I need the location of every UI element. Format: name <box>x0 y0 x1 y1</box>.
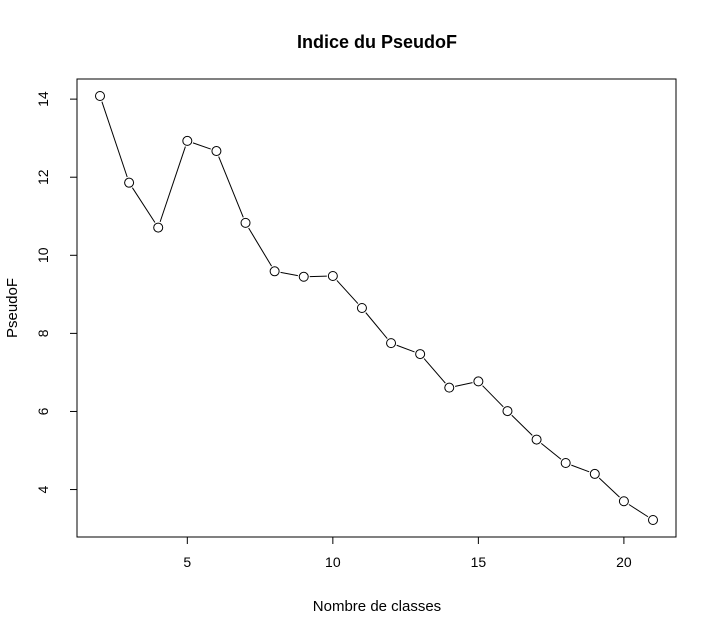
data-point <box>298 271 309 282</box>
x-axis-label: Nombre de classes <box>313 598 441 615</box>
series-line-segment <box>218 156 244 218</box>
x-tick-label: 20 <box>616 554 632 570</box>
series-line-segment <box>336 280 359 304</box>
y-axis-label: PseudoF <box>4 278 21 338</box>
x-tick-label: 15 <box>471 554 487 570</box>
data-point <box>269 266 280 277</box>
chart-title: Indice du PseudoF <box>297 32 457 52</box>
series-line-segment <box>511 414 533 436</box>
series-line-segment <box>628 504 649 518</box>
series-line-segment <box>101 101 128 178</box>
data-point <box>153 222 164 233</box>
y-axis: 4 6 8 10 12 14 <box>35 91 78 493</box>
data-point <box>560 457 571 468</box>
data-point <box>618 496 629 507</box>
data-point <box>473 376 484 387</box>
series-line-segment <box>365 312 388 339</box>
data-point <box>124 177 135 188</box>
series-line-segment <box>598 477 620 498</box>
series-line-segment <box>423 358 446 384</box>
series-line-segment <box>192 142 211 150</box>
series-line-segment <box>248 227 272 267</box>
series-line-segment <box>131 187 156 223</box>
data-point <box>386 338 397 349</box>
data-point <box>240 217 251 228</box>
y-tick-label: 8 <box>35 329 51 337</box>
data-point <box>327 270 338 281</box>
series-line-segment <box>280 271 298 277</box>
y-tick-label: 12 <box>35 169 51 185</box>
data-point <box>95 91 105 101</box>
series-line-segment <box>455 382 473 387</box>
data-point <box>415 349 426 360</box>
data-point <box>356 303 367 313</box>
y-tick-label: 4 <box>35 485 51 493</box>
series-line-segment <box>482 385 504 408</box>
series-group <box>95 91 658 525</box>
y-tick-label: 10 <box>35 247 51 263</box>
plot-frame <box>76 78 677 538</box>
data-point <box>589 468 600 479</box>
data-point <box>444 382 455 393</box>
series-line-segment <box>571 464 590 473</box>
x-axis: 5 10 15 20 <box>183 536 632 570</box>
series-line-segment <box>159 146 186 223</box>
y-tick-label: 14 <box>35 91 51 107</box>
data-point <box>182 135 193 146</box>
x-tick-label: 5 <box>183 554 191 570</box>
x-tick-label: 10 <box>325 554 341 570</box>
y-tick-label: 6 <box>35 407 51 415</box>
data-point <box>648 515 658 525</box>
data-point <box>502 406 513 417</box>
data-point <box>211 146 222 157</box>
series-line-segment <box>540 442 562 460</box>
series-line-segment <box>396 344 415 353</box>
data-point <box>531 434 542 445</box>
